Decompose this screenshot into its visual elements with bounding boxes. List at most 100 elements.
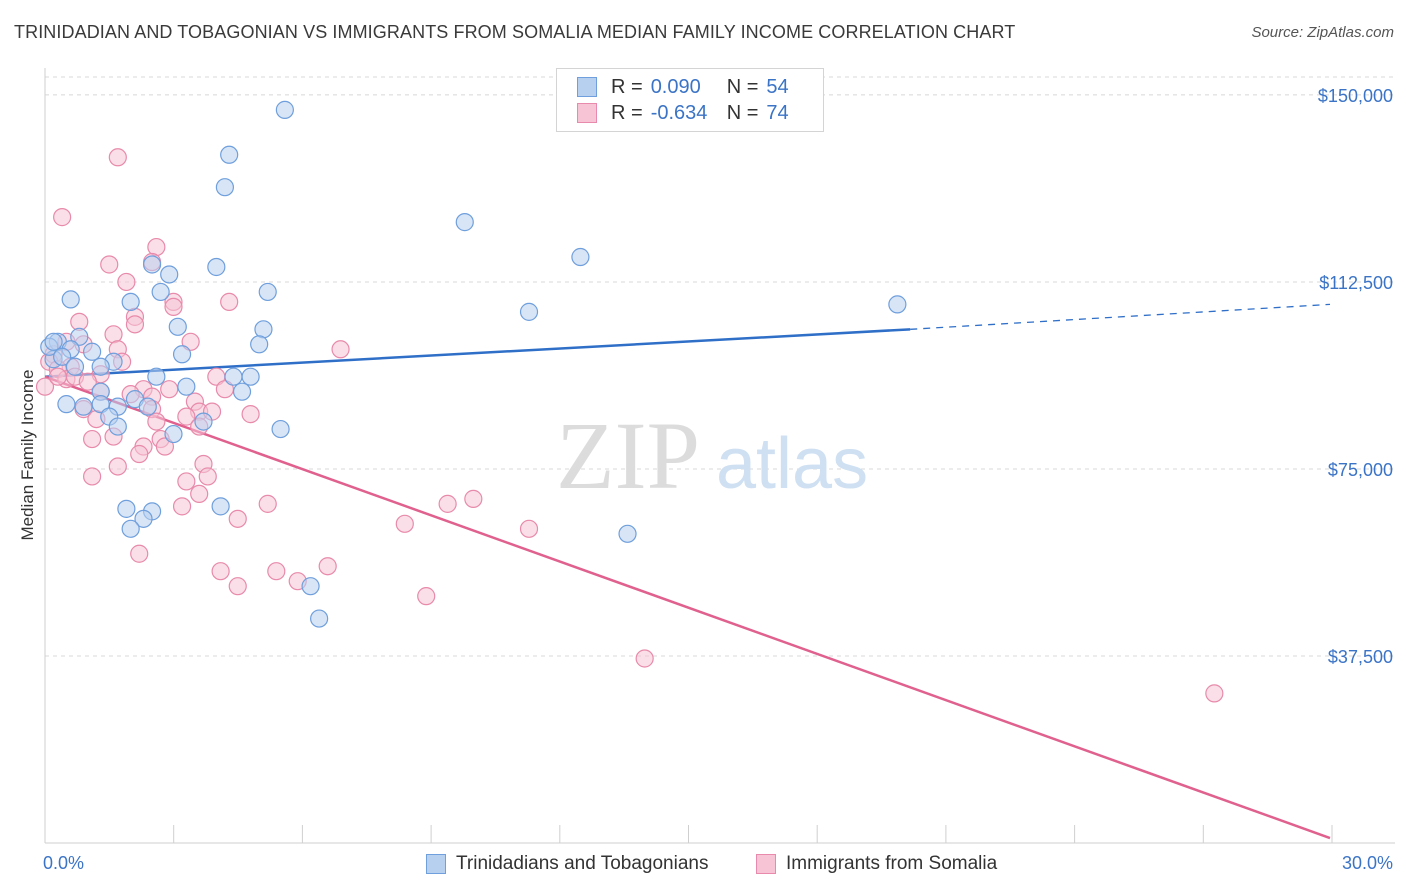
- data-point-blue: [142, 255, 162, 274]
- data-point-pink: [172, 497, 192, 516]
- data-point-blue: [207, 257, 226, 277]
- data-point-pink: [83, 429, 102, 449]
- data-point-blue: [164, 424, 183, 444]
- y-tick-label: $75,000: [1328, 460, 1393, 480]
- data-point-pink: [395, 514, 414, 533]
- legend-n-value: 54: [766, 75, 789, 98]
- data-point-blue: [91, 357, 110, 376]
- data-point-pink: [53, 208, 72, 227]
- bottom-legend-label: Trinidadians and Tobagonians: [456, 853, 709, 874]
- legend-r-label: R =: [611, 75, 643, 98]
- data-point-pink: [130, 544, 149, 563]
- data-point-pink: [147, 412, 166, 431]
- bottom-legend-swatch-blue: [426, 854, 446, 874]
- data-point-blue: [455, 213, 474, 232]
- data-point-pink: [78, 372, 97, 391]
- legend-swatch-blue: [577, 77, 597, 97]
- data-point-pink: [228, 577, 247, 596]
- data-point-pink: [177, 472, 196, 491]
- data-point-pink: [331, 340, 350, 359]
- data-point-pink: [258, 494, 277, 513]
- data-point-blue: [61, 290, 80, 309]
- data-point-blue: [224, 367, 243, 386]
- data-point-blue: [232, 382, 252, 401]
- data-point-blue: [134, 509, 153, 528]
- data-point-pink: [35, 377, 55, 396]
- data-point-blue: [194, 412, 213, 431]
- legend-n-value: 74: [766, 101, 789, 124]
- data-point-pink: [211, 562, 230, 581]
- data-point-pink: [267, 562, 286, 581]
- series-trinidadians-and-tobagonians: [40, 100, 907, 628]
- data-point-blue: [57, 395, 76, 414]
- data-point-pink: [241, 405, 260, 424]
- legend-r-value: 0.090: [650, 75, 701, 98]
- data-point-pink: [181, 332, 200, 351]
- data-point-pink: [1205, 684, 1224, 703]
- legend-swatch-pink: [577, 103, 597, 123]
- data-point-pink: [130, 444, 149, 464]
- watermark-zip: ZIP: [556, 402, 700, 509]
- trend-line-blue: [44, 328, 911, 378]
- data-point-pink: [104, 325, 123, 344]
- data-point-pink: [177, 407, 196, 426]
- data-point-pink: [318, 557, 337, 576]
- data-point-blue: [220, 145, 239, 164]
- data-point-pink: [464, 489, 483, 508]
- data-point-pink: [519, 519, 539, 538]
- data-point-pink: [155, 437, 175, 456]
- data-point-pink: [48, 367, 67, 386]
- data-point-pink: [417, 587, 436, 606]
- y-tick-label: $150,000: [1318, 86, 1393, 106]
- data-point-pink: [83, 467, 102, 486]
- y-tick-label: $37,500: [1328, 647, 1393, 667]
- legend-row-series2: R = -0.634 N = 74: [577, 101, 789, 125]
- data-point-pink: [147, 237, 166, 257]
- data-point-blue: [138, 397, 157, 416]
- data-point-blue: [160, 265, 179, 284]
- data-point-blue: [618, 524, 637, 543]
- legend-n-label: N =: [726, 101, 759, 124]
- trend-line-pink: [44, 375, 1331, 840]
- x-tick-label-max: 30.0%: [1341, 853, 1393, 873]
- legend-n-label: N =: [726, 75, 759, 98]
- data-point-pink: [108, 148, 127, 167]
- data-point-blue: [121, 519, 140, 538]
- data-point-blue: [65, 357, 85, 376]
- data-point-pink: [108, 457, 127, 476]
- data-point-pink: [117, 272, 136, 292]
- legend-row-series1: R = 0.090 N = 54: [577, 75, 789, 99]
- data-point-blue: [275, 100, 294, 119]
- data-point-blue: [83, 342, 102, 361]
- data-point-blue: [147, 367, 166, 386]
- bottom-legend-series1: Trinidadians and Tobagonians: [426, 852, 708, 876]
- data-point-blue: [254, 320, 273, 339]
- data-point-blue: [310, 609, 329, 628]
- data-point-pink: [228, 509, 247, 528]
- data-point-blue: [888, 295, 907, 314]
- data-point-blue: [177, 377, 196, 396]
- chart-title: TRINIDADIAN AND TOBAGONIAN VS IMMIGRANTS…: [14, 22, 1016, 42]
- data-point-blue: [53, 347, 72, 366]
- legend-r-value: -0.634: [650, 101, 708, 124]
- data-point-blue: [70, 327, 89, 346]
- trend-lines: [44, 303, 1331, 840]
- data-point-pink: [220, 292, 239, 311]
- trend-line-blue-dashed: [910, 303, 1331, 330]
- data-point-blue: [241, 367, 260, 386]
- data-point-pink: [164, 297, 183, 316]
- data-point-blue: [271, 419, 290, 439]
- data-point-pink: [438, 494, 457, 513]
- watermark-atlas: atlas: [716, 424, 868, 504]
- legend-box: R = 0.090 N = 54 R = -0.634 N = 74: [556, 68, 824, 132]
- source-credit: Source: ZipAtlas.com: [1251, 24, 1394, 41]
- data-point-blue: [44, 332, 63, 351]
- data-point-pink: [160, 380, 179, 399]
- data-point-blue: [172, 345, 192, 364]
- data-point-blue: [108, 417, 127, 436]
- y-tick-labels: $37,500 $75,000 $112,500 $150,000: [1318, 86, 1393, 667]
- data-point-blue: [301, 577, 320, 596]
- data-point-blue: [215, 178, 234, 197]
- y-tick-label: $112,500: [1319, 273, 1393, 293]
